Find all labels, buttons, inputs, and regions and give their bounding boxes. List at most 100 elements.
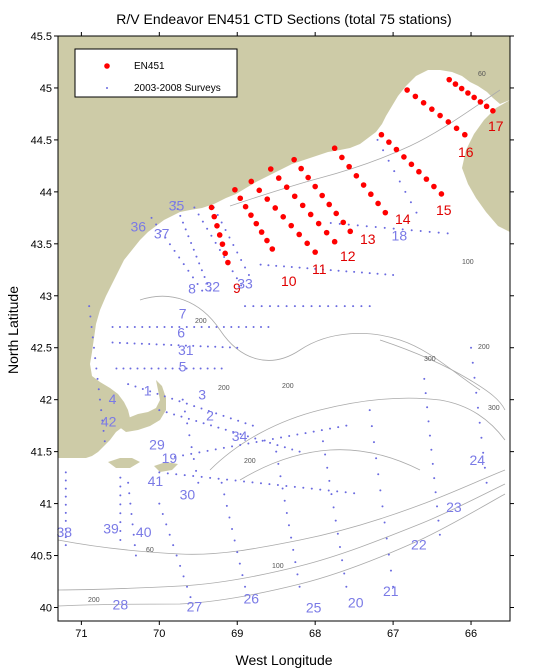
- survey-station: [155, 223, 158, 226]
- survey-station: [383, 226, 386, 229]
- y-tick-label: 40.5: [31, 551, 52, 563]
- survey-station: [148, 343, 151, 346]
- en451-station: [298, 165, 304, 172]
- survey-label: 31: [178, 342, 194, 358]
- survey-station: [156, 392, 159, 395]
- survey-label: 8: [188, 281, 196, 297]
- survey-station: [189, 596, 192, 599]
- survey-station: [409, 201, 412, 204]
- survey-station: [118, 325, 121, 328]
- survey-station: [290, 266, 293, 269]
- survey-station: [206, 367, 209, 370]
- section-label-12: 12: [340, 248, 356, 264]
- en451-station: [368, 191, 374, 198]
- survey-station: [382, 149, 385, 152]
- survey-station: [140, 342, 143, 345]
- survey-station: [336, 532, 339, 535]
- survey-station: [199, 345, 202, 348]
- survey-station: [228, 236, 231, 239]
- section-label-15: 15: [436, 202, 452, 218]
- survey-station: [210, 234, 213, 237]
- en451-station: [360, 182, 367, 188]
- survey-station: [433, 477, 436, 480]
- survey-station: [64, 471, 67, 474]
- survey-station: [352, 305, 355, 308]
- survey-station: [234, 479, 237, 482]
- survey-station: [252, 305, 255, 308]
- survey-station: [129, 367, 132, 370]
- survey-station: [338, 546, 341, 549]
- survey-station: [148, 325, 151, 328]
- survey-station: [231, 445, 234, 448]
- y-tick-label: 43.5: [31, 239, 52, 251]
- survey-station: [302, 305, 305, 308]
- survey-station: [476, 406, 479, 409]
- en451-section-labels: 9 10 11 12 13 14 15 16 17: [233, 118, 504, 296]
- contour-100-georges-north: [209, 397, 506, 471]
- survey-station: [155, 343, 158, 346]
- survey-station: [190, 242, 193, 245]
- survey-station: [255, 440, 258, 443]
- survey-station: [376, 272, 379, 275]
- survey-station: [201, 289, 204, 292]
- survey-station: [206, 227, 209, 230]
- survey-station: [375, 457, 378, 460]
- contour-label: 200: [88, 597, 100, 604]
- survey-station: [368, 272, 371, 275]
- survey-station: [184, 344, 187, 347]
- survey-label: 28: [113, 597, 129, 613]
- survey-station: [179, 564, 182, 567]
- survey-station: [209, 424, 212, 427]
- survey-station: [64, 536, 67, 539]
- survey-station: [119, 476, 122, 479]
- survey-station: [246, 435, 249, 438]
- survey-station: [166, 472, 169, 475]
- survey-station: [130, 512, 133, 515]
- y-tick-label: 42: [40, 395, 52, 407]
- y-tick-label: 42.5: [31, 343, 52, 355]
- survey-station: [223, 256, 226, 259]
- survey-station: [478, 421, 481, 424]
- survey-station: [232, 430, 235, 433]
- survey-station: [200, 407, 203, 410]
- survey-station: [168, 533, 171, 536]
- en451-station: [453, 125, 460, 132]
- survey-station: [437, 231, 440, 234]
- en451-station: [312, 249, 318, 255]
- survey-label: 25: [306, 600, 322, 616]
- survey-label: 18: [392, 228, 408, 244]
- survey-station: [170, 343, 173, 346]
- survey-station: [225, 504, 228, 507]
- legend: EN451 2003-2008 Surveys: [74, 48, 238, 98]
- survey-station: [290, 536, 293, 539]
- en451-station: [326, 201, 333, 208]
- survey-station: [150, 367, 153, 370]
- en451-station: [393, 146, 400, 153]
- survey-station: [164, 236, 167, 239]
- survey-station: [302, 486, 305, 489]
- survey-station: [244, 266, 247, 269]
- survey-station: [132, 533, 135, 536]
- survey-station: [226, 478, 229, 481]
- survey-station: [389, 569, 392, 572]
- survey-station: [171, 367, 174, 370]
- survey-station: [133, 342, 136, 345]
- survey-station: [181, 221, 184, 224]
- survey-station: [268, 483, 271, 486]
- survey-station: [206, 345, 209, 348]
- survey-station: [329, 222, 332, 225]
- legend-label-surveys: 2003-2008 Surveys: [134, 83, 221, 94]
- survey-station: [177, 344, 180, 347]
- survey-station: [136, 367, 139, 370]
- survey-station: [170, 325, 173, 328]
- survey-station: [126, 325, 129, 328]
- survey-station: [285, 305, 288, 308]
- survey-station: [239, 433, 242, 436]
- survey-station: [208, 289, 211, 292]
- en451-station: [256, 187, 263, 194]
- survey-station: [149, 390, 152, 393]
- survey-label: 3: [198, 387, 206, 403]
- survey-station: [238, 562, 241, 565]
- en451-station: [458, 85, 465, 92]
- survey-station: [410, 229, 413, 232]
